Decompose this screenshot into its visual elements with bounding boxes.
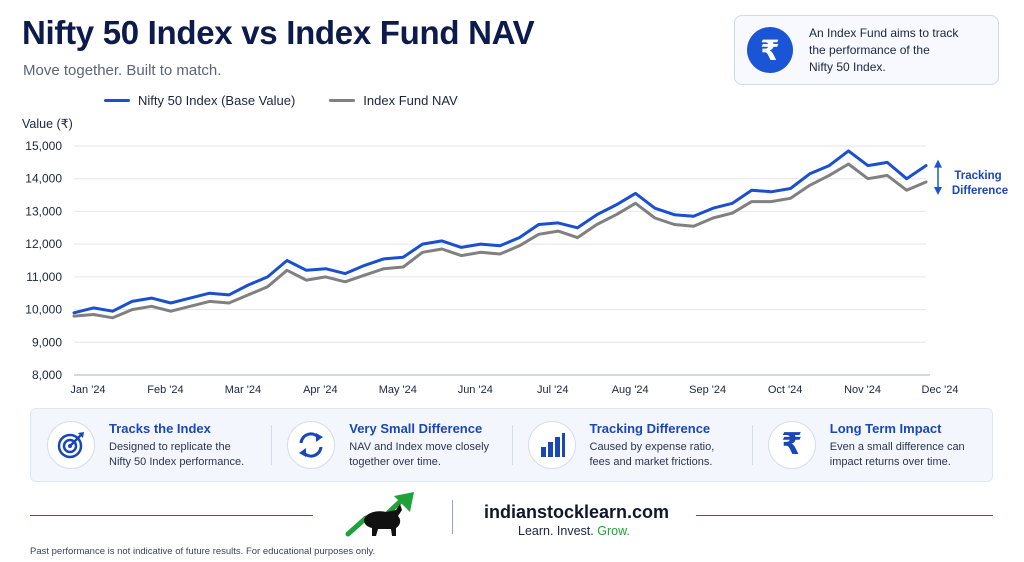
feature-desc: Designed to replicate the xyxy=(109,440,231,453)
annotation-text: Difference xyxy=(952,185,1008,197)
x-tick-label: Dec '24 xyxy=(922,384,959,396)
y-tick-label: 8,000 xyxy=(32,368,62,382)
x-tick-label: Aug '24 xyxy=(612,384,649,396)
tagline-part: Learn. Invest. xyxy=(518,524,594,538)
x-tick-label: Sep '24 xyxy=(689,384,726,396)
bull-logo-icon xyxy=(345,492,414,537)
feature-desc: fees and market frictions. xyxy=(589,455,713,468)
legend-swatch-index xyxy=(104,99,130,102)
feature-desc: together over time. xyxy=(349,455,441,468)
feature-tracks-index: Tracks the Index Designed to replicate t… xyxy=(31,409,271,481)
disclaimer: Past performance is not indicative of fu… xyxy=(30,546,376,557)
rupee-icon: ₹ xyxy=(767,421,816,469)
feature-strip: Tracks the Index Designed to replicate t… xyxy=(30,408,993,482)
annotation-text: Tracking xyxy=(954,170,1001,182)
y-tick-label: 14,000 xyxy=(25,172,62,186)
tracking-arrow-up-icon xyxy=(934,159,942,168)
info-box: ₹ An Index Fund aims to track the perfor… xyxy=(734,15,999,85)
x-tick-label: Feb '24 xyxy=(147,384,183,396)
brand-divider xyxy=(452,500,453,534)
series-line-index xyxy=(72,149,928,315)
y-tick-label: 12,000 xyxy=(25,237,62,251)
y-tick-label: 11,000 xyxy=(26,270,62,284)
page-subtitle: Move together. Built to match. xyxy=(23,62,222,79)
feature-tracking-difference: Tracking Difference Caused by expense ra… xyxy=(511,409,752,481)
y-tick-label: 15,000 xyxy=(25,139,62,153)
x-tick-label: Jul '24 xyxy=(537,384,568,396)
feature-long-term-impact: ₹ Long Term Impact Even a small differen… xyxy=(751,409,992,481)
line-chart: Value (₹) 8,000 9,000 10,000 11,000 12,000 13,… xyxy=(22,117,1008,396)
feature-title: Tracks the Index xyxy=(109,420,211,436)
legend-label-nav: Index Fund NAV xyxy=(363,93,458,108)
brand-tagline: Learn. Invest. Grow. xyxy=(518,524,630,538)
x-tick-label: Mar '24 xyxy=(225,384,261,396)
footer-line-left xyxy=(30,515,313,516)
brand-name: indianstocklearn.com xyxy=(484,502,670,522)
x-tick-label: Apr '24 xyxy=(303,384,338,396)
legend-swatch-nav xyxy=(329,99,356,102)
y-tick-label: 13,000 xyxy=(25,204,62,218)
x-tick-label: Nov '24 xyxy=(844,384,881,396)
info-text-line: Nifty 50 Index. xyxy=(809,59,886,74)
x-tick-label: Jan '24 xyxy=(70,384,105,396)
info-text-line: the performance of the xyxy=(809,42,930,57)
sync-icon xyxy=(287,421,336,469)
feature-desc: Nifty 50 Index performance. xyxy=(109,455,245,468)
tracking-arrow-down-icon xyxy=(934,186,942,195)
footer-line-right xyxy=(696,515,993,516)
legend-item-index: Nifty 50 Index (Base Value) xyxy=(104,93,295,108)
tagline-grow: Grow. xyxy=(597,524,630,538)
feature-title: Very Small Difference xyxy=(349,420,483,436)
info-text-line: An Index Fund aims to track xyxy=(809,25,959,40)
y-tick-label: 9,000 xyxy=(32,335,62,349)
feature-desc: impact returns over time. xyxy=(829,455,951,468)
feature-desc: NAV and Index move closely xyxy=(349,440,490,453)
target-icon xyxy=(47,421,95,469)
legend-label-index: Nifty 50 Index (Base Value) xyxy=(138,93,296,108)
page-title: Nifty 50 Index vs Index Fund NAV xyxy=(22,14,535,51)
feature-desc: Caused by expense ratio, xyxy=(589,440,715,453)
x-tick-label: May '24 xyxy=(379,384,417,396)
feature-desc: Even a small difference can xyxy=(829,440,965,453)
chart-legend: Nifty 50 Index (Base Value) Index Fund N… xyxy=(104,93,492,108)
rupee-icon: ₹ xyxy=(747,27,793,73)
y-tick-label: 10,000 xyxy=(25,303,62,317)
feature-title: Long Term Impact xyxy=(829,420,942,436)
x-tick-label: Jun '24 xyxy=(458,384,493,396)
x-tick-label: Oct '24 xyxy=(768,384,803,396)
info-text: An Index Fund aims to track the performa… xyxy=(809,25,958,76)
bar-chart-icon xyxy=(527,421,576,469)
legend-item-nav: Index Fund NAV xyxy=(329,93,458,108)
series-line-nav xyxy=(72,162,928,320)
y-axis-label: Value (₹) xyxy=(22,117,73,131)
feature-title: Tracking Difference xyxy=(589,420,711,436)
feature-small-difference: Very Small Difference NAV and Index move… xyxy=(271,409,511,481)
